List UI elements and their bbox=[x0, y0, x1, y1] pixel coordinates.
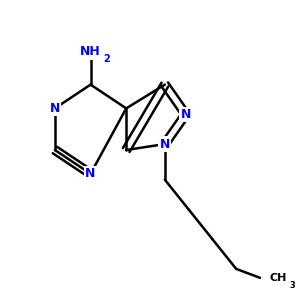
Text: N: N bbox=[85, 167, 96, 180]
Text: CH: CH bbox=[269, 273, 286, 283]
Text: NH: NH bbox=[80, 45, 101, 58]
Text: N: N bbox=[181, 108, 191, 121]
Text: N: N bbox=[160, 138, 170, 151]
Text: N: N bbox=[50, 102, 60, 115]
Text: 2: 2 bbox=[103, 54, 110, 64]
Text: 3: 3 bbox=[290, 281, 296, 290]
